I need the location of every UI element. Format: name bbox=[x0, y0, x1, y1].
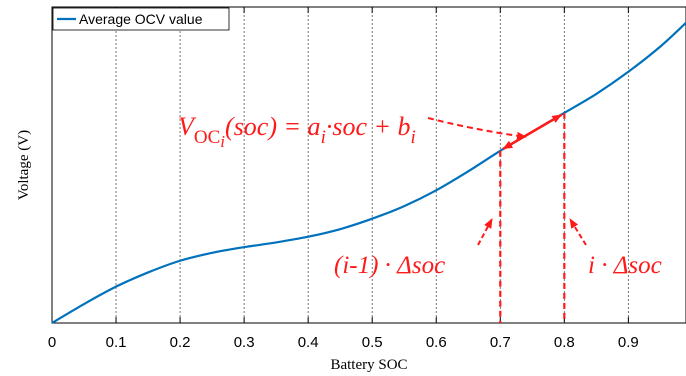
x-tick-label: 0.1 bbox=[106, 334, 127, 351]
x-tick-label: 0.4 bbox=[298, 334, 319, 351]
linear-approximation-equation: VOCi(soc) = ai·soc + bi bbox=[178, 112, 416, 151]
y-axis-title: Voltage (V) bbox=[16, 130, 32, 200]
right-boundary-label: i · Δsoc bbox=[588, 252, 662, 279]
right-boundary-pointer bbox=[569, 218, 587, 246]
x-tick-label: 0.9 bbox=[618, 334, 639, 351]
left-boundary-pointer bbox=[477, 218, 493, 246]
legend: Average OCV value bbox=[52, 7, 230, 31]
x-tick-labels: 0 0.1 0.2 0.3 0.4 0.5 0.6 0.7 0.8 0.9 bbox=[48, 334, 639, 351]
annotations: VOCi(soc) = ai·soc + bi (i-1) · Δsoc i · Δ… bbox=[178, 112, 662, 323]
x-tick-label: 0.2 bbox=[170, 334, 191, 351]
plot-background bbox=[52, 7, 686, 323]
x-tick-label: 0.3 bbox=[234, 334, 255, 351]
x-tick-label: 0.6 bbox=[426, 334, 447, 351]
segment-arrow-down bbox=[502, 113, 562, 150]
x-tick-label: 0.7 bbox=[490, 334, 511, 351]
x-tick-label: 0.8 bbox=[554, 334, 575, 351]
x-tick-label: 0 bbox=[48, 334, 56, 351]
legend-box bbox=[52, 7, 230, 31]
left-boundary-label: (i-1) · Δsoc bbox=[334, 252, 445, 279]
x-axis-title: Battery SOC bbox=[330, 357, 407, 373]
plot-frame bbox=[51, 6, 686, 324]
average-ocv-line bbox=[51, 21, 686, 324]
vertical-grid bbox=[115, 7, 629, 323]
x-tick-label: 0.5 bbox=[362, 334, 383, 351]
legend-label: Average OCV value bbox=[79, 11, 203, 27]
